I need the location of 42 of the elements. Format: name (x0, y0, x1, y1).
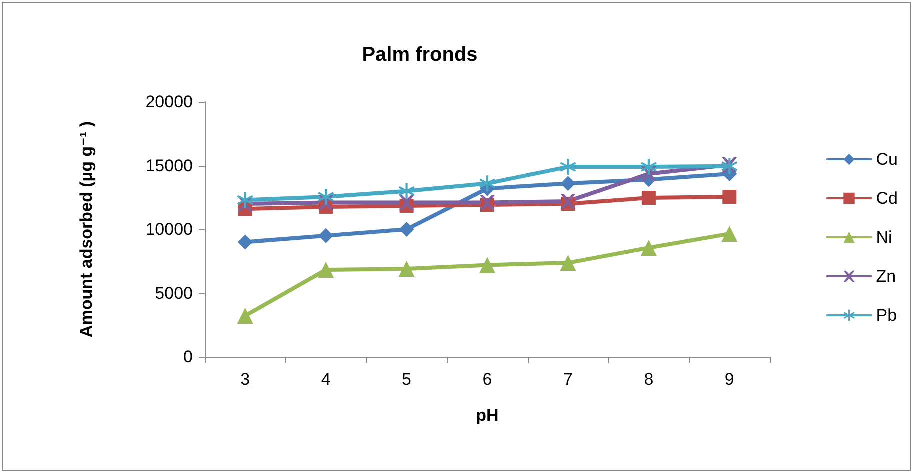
legend-label: Ni (876, 228, 892, 247)
point (642, 191, 656, 206)
y-tick-label: 15000 (146, 156, 193, 176)
point (399, 195, 414, 210)
legend-label: Cd (876, 189, 898, 208)
y-tick-label: 5000 (155, 284, 193, 303)
point (480, 257, 496, 274)
y-tick-label: 20000 (146, 92, 193, 112)
point (640, 240, 657, 256)
point (318, 262, 334, 278)
x-tick-label: 6 (482, 370, 492, 389)
y-axis-title: Amount adsorbed (µg g⁻¹ ) (77, 121, 96, 338)
x-axis-title: pH (476, 406, 499, 425)
y-tick-label: 0 (184, 348, 193, 366)
x-tick-label: 7 (563, 370, 573, 389)
point (398, 183, 415, 200)
legend-label: Pb (876, 306, 898, 325)
point (560, 176, 576, 192)
x-tick-label: 4 (321, 370, 331, 389)
point (640, 159, 657, 176)
point (560, 255, 576, 272)
x-tick-label: 9 (724, 370, 734, 389)
point (480, 176, 496, 192)
x-tick-label: 5 (402, 370, 412, 389)
point (237, 192, 254, 208)
point (238, 234, 253, 250)
point (560, 194, 576, 209)
legend-label: Zn (876, 267, 896, 286)
x-tick-label: 3 (240, 370, 250, 389)
point (560, 159, 576, 176)
chart-title: Palm fronds (362, 44, 478, 66)
y-tick-label: 10000 (146, 220, 193, 239)
point (480, 195, 495, 210)
point (318, 228, 334, 244)
point (237, 308, 254, 324)
point (399, 222, 414, 237)
point (398, 261, 415, 278)
point (722, 226, 738, 242)
point (722, 190, 737, 204)
x-tick-label: 8 (644, 370, 654, 389)
legend-label: Cu (876, 150, 898, 169)
point (318, 188, 334, 205)
